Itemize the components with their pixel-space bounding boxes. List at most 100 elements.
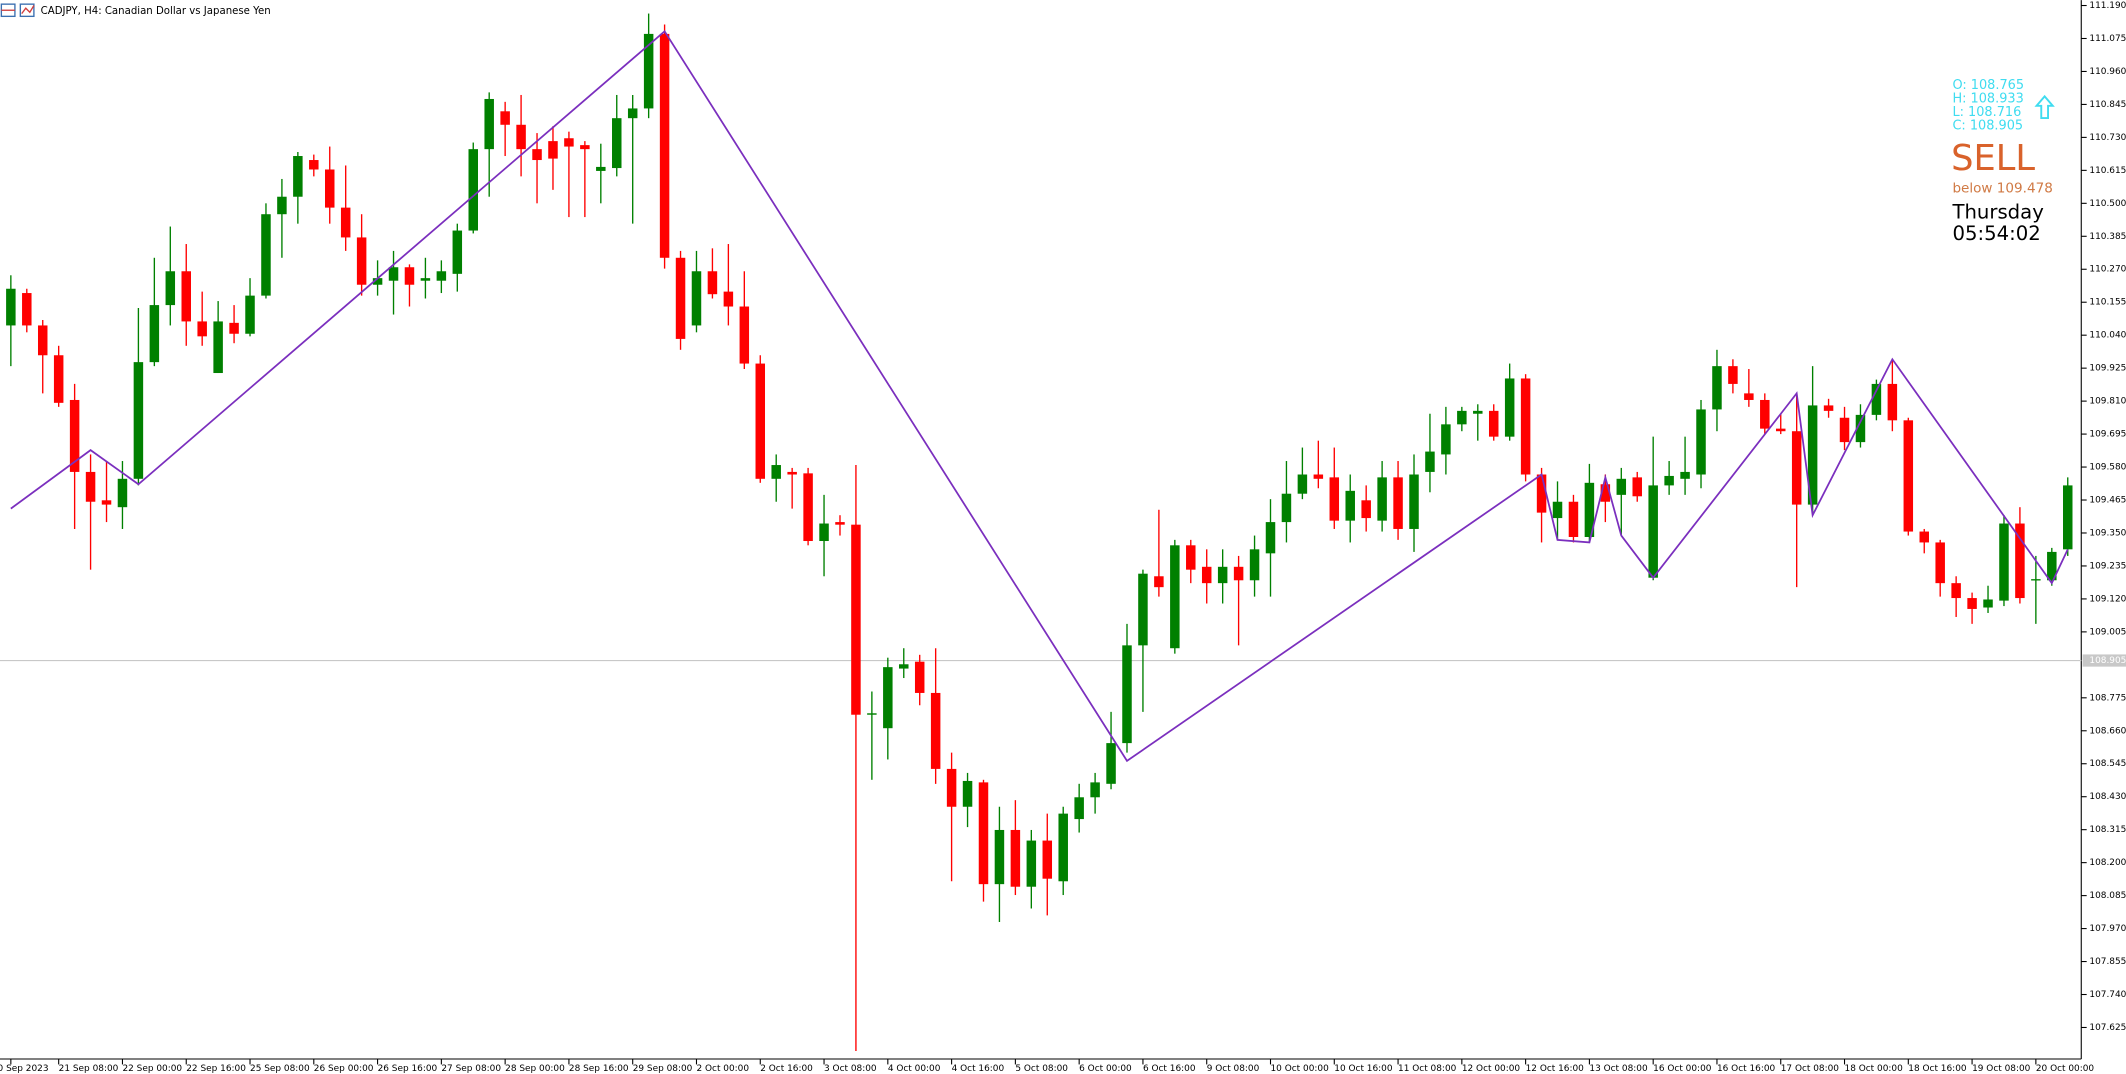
candle-body bbox=[1154, 576, 1164, 588]
candle-body bbox=[2063, 485, 2073, 550]
x-tick-label: 3 Oct 08:00 bbox=[824, 1064, 877, 1074]
candle-body bbox=[1775, 428, 1786, 432]
candle-body bbox=[1536, 474, 1547, 513]
candle-body bbox=[1441, 424, 1451, 455]
candle-body bbox=[452, 230, 463, 274]
candle-body bbox=[867, 713, 877, 715]
candle-body bbox=[755, 363, 766, 479]
candle-body bbox=[404, 267, 415, 285]
candle-body bbox=[1265, 522, 1276, 554]
candle-body bbox=[1919, 531, 1929, 543]
candle-body bbox=[388, 267, 399, 281]
candle-body bbox=[197, 321, 207, 337]
x-tick-label: 5 Oct 08:00 bbox=[1015, 1064, 1068, 1074]
current-price-box bbox=[2082, 654, 2126, 667]
x-tick-label: 2 Oct 16:00 bbox=[760, 1064, 813, 1074]
candle-body bbox=[1791, 431, 1802, 505]
candle-body bbox=[1999, 523, 2009, 601]
candle-body bbox=[883, 667, 893, 729]
y-tick-label: 110.845 bbox=[2089, 100, 2126, 110]
candle-body bbox=[1967, 598, 1977, 609]
candle-body bbox=[659, 33, 670, 258]
x-tick-label: 13 Oct 08:00 bbox=[1589, 1064, 1648, 1074]
y-tick-label: 107.625 bbox=[2089, 1023, 2126, 1033]
candle-body bbox=[548, 141, 558, 159]
x-tick-label: 10 Oct 00:00 bbox=[1271, 1064, 1330, 1074]
candle-body bbox=[1409, 474, 1419, 529]
y-tick-label: 109.810 bbox=[2089, 397, 2126, 407]
candle-body bbox=[1807, 405, 1818, 505]
candle-body bbox=[213, 321, 223, 374]
signal-condition: below 109.478 bbox=[1952, 181, 2052, 197]
y-tick-label: 109.580 bbox=[2089, 463, 2126, 473]
candle-body bbox=[1233, 566, 1244, 581]
candle-body bbox=[723, 291, 734, 307]
candle-body bbox=[1728, 366, 1738, 384]
candle-body bbox=[1058, 813, 1068, 882]
y-tick-label: 110.960 bbox=[2089, 67, 2126, 77]
candle-body bbox=[1313, 474, 1324, 479]
y-tick-label: 110.155 bbox=[2089, 298, 2126, 308]
candle-body bbox=[1170, 545, 1180, 649]
info-high: H: 108.933 bbox=[1952, 92, 2023, 107]
candle-body bbox=[532, 149, 542, 161]
candle-body bbox=[1600, 484, 1611, 502]
candle-body bbox=[1361, 500, 1371, 519]
candle-body bbox=[1074, 797, 1084, 820]
icon-line bbox=[21, 5, 35, 15]
candle-body bbox=[309, 160, 319, 170]
candle-body bbox=[37, 325, 48, 356]
y-tick-label: 107.740 bbox=[2089, 990, 2126, 1000]
candle-body bbox=[691, 271, 702, 326]
zigzag-line bbox=[10, 29, 2069, 763]
candle-body bbox=[293, 156, 303, 197]
info-close: C: 108.905 bbox=[1952, 119, 2023, 134]
x-tick-label: 4 Oct 16:00 bbox=[952, 1064, 1005, 1074]
x-tick-label: 2 Oct 00:00 bbox=[696, 1064, 749, 1074]
candle-body bbox=[340, 207, 351, 238]
candle-body bbox=[436, 271, 447, 281]
candle-body bbox=[1951, 583, 1961, 599]
x-tick-label: 19 Oct 08:00 bbox=[1972, 1064, 2031, 1074]
candle-body bbox=[1217, 566, 1228, 584]
candle-body bbox=[930, 692, 941, 769]
candle-body bbox=[643, 33, 654, 109]
candle-body bbox=[675, 257, 686, 339]
x-tick-label: 4 Oct 00:00 bbox=[888, 1064, 941, 1074]
y-tick-label: 110.615 bbox=[2089, 166, 2126, 176]
candle-body bbox=[1903, 420, 1914, 532]
y-tick-label: 108.775 bbox=[2089, 693, 2126, 703]
y-tick-label: 109.350 bbox=[2089, 528, 2126, 538]
x-tick-label: 12 Oct 00:00 bbox=[1462, 1064, 1521, 1074]
candle-body bbox=[1026, 840, 1037, 887]
candle-body bbox=[835, 522, 845, 525]
x-tick-label: 16 Oct 00:00 bbox=[1653, 1064, 1712, 1074]
y-tick-label: 108.545 bbox=[2089, 759, 2126, 769]
candle-body bbox=[627, 108, 638, 119]
x-tick-label: 20 Oct 00:00 bbox=[2036, 1064, 2095, 1074]
candle-body bbox=[372, 278, 383, 285]
candle-body bbox=[771, 465, 781, 479]
candle-body bbox=[994, 829, 1005, 885]
candle-body bbox=[564, 138, 574, 147]
candle-body bbox=[1106, 743, 1116, 784]
y-tick-label: 108.200 bbox=[2089, 858, 2126, 868]
candle-body bbox=[356, 237, 367, 285]
y-tick-label: 111.190 bbox=[2089, 1, 2126, 11]
candle-body bbox=[484, 98, 494, 150]
candle-body bbox=[1616, 478, 1627, 495]
x-tick-label: 12 Oct 16:00 bbox=[1526, 1064, 1585, 1074]
candle-body bbox=[1488, 410, 1499, 437]
candle-body bbox=[53, 355, 64, 403]
x-tick-label: 18 Oct 00:00 bbox=[1845, 1064, 1904, 1074]
candle-body bbox=[468, 149, 478, 231]
candle-body bbox=[978, 782, 989, 885]
candle-body bbox=[1457, 410, 1467, 425]
x-tick-label: 22 Sep 00:00 bbox=[122, 1064, 182, 1074]
x-tick-label: 28 Sep 16:00 bbox=[569, 1064, 629, 1074]
candle-body bbox=[1377, 477, 1387, 521]
x-tick-label: 10 Oct 16:00 bbox=[1334, 1064, 1393, 1074]
candle-body bbox=[6, 288, 16, 326]
candle-body bbox=[1744, 393, 1754, 400]
